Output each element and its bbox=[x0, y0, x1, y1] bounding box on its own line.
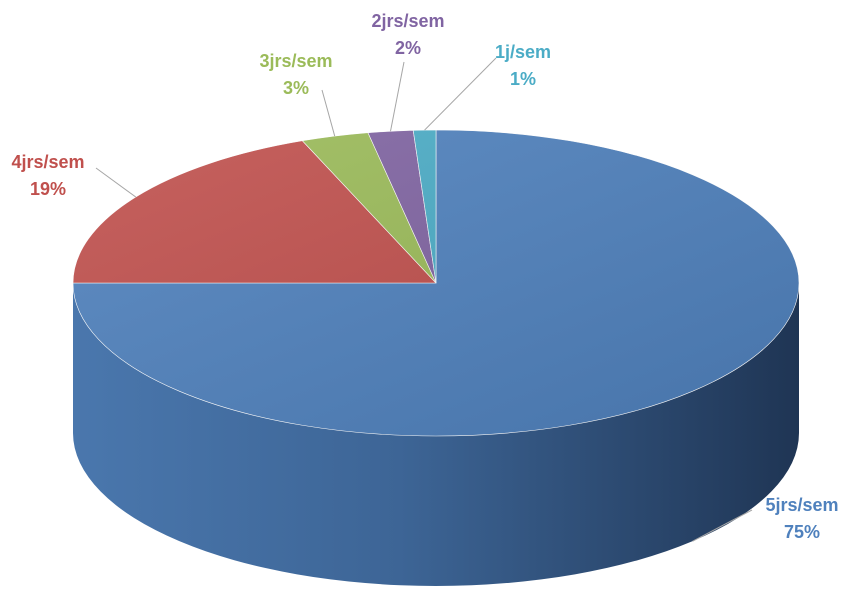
slice-labels: 5jrs/sem 75% 4jrs/sem 19% 3jrs/sem 3% 2j… bbox=[11, 11, 838, 542]
pie-top-face bbox=[72, 129, 800, 437]
slice-label-5jrs: 5jrs/sem bbox=[765, 495, 838, 515]
slice-value-1j: 1% bbox=[510, 69, 536, 89]
pie-side-wall bbox=[73, 283, 799, 586]
leader-line-2jrs-sem bbox=[390, 61, 405, 132]
slice-value-2jrs: 2% bbox=[395, 38, 421, 58]
leader-line-1j-sem bbox=[424, 57, 497, 131]
slice-value-4jrs: 19% bbox=[30, 179, 66, 199]
slice-label-3jrs: 3jrs/sem bbox=[259, 51, 332, 71]
pie-side-wall-shape bbox=[73, 283, 799, 586]
leader-line-5jrs-sem bbox=[692, 509, 753, 542]
pie-top-highlight bbox=[73, 130, 799, 436]
slice-label-2jrs: 2jrs/sem bbox=[371, 11, 444, 31]
slice-label-1j: 1j/sem bbox=[495, 42, 551, 62]
slice-label-4jrs: 4jrs/sem bbox=[11, 152, 84, 172]
slice-value-3jrs: 3% bbox=[283, 78, 309, 98]
leader-line-4jrs-sem bbox=[95, 167, 137, 198]
leader-line-3jrs-sem bbox=[321, 89, 336, 137]
leader-lines bbox=[95, 57, 753, 542]
slice-value-5jrs: 75% bbox=[784, 522, 820, 542]
